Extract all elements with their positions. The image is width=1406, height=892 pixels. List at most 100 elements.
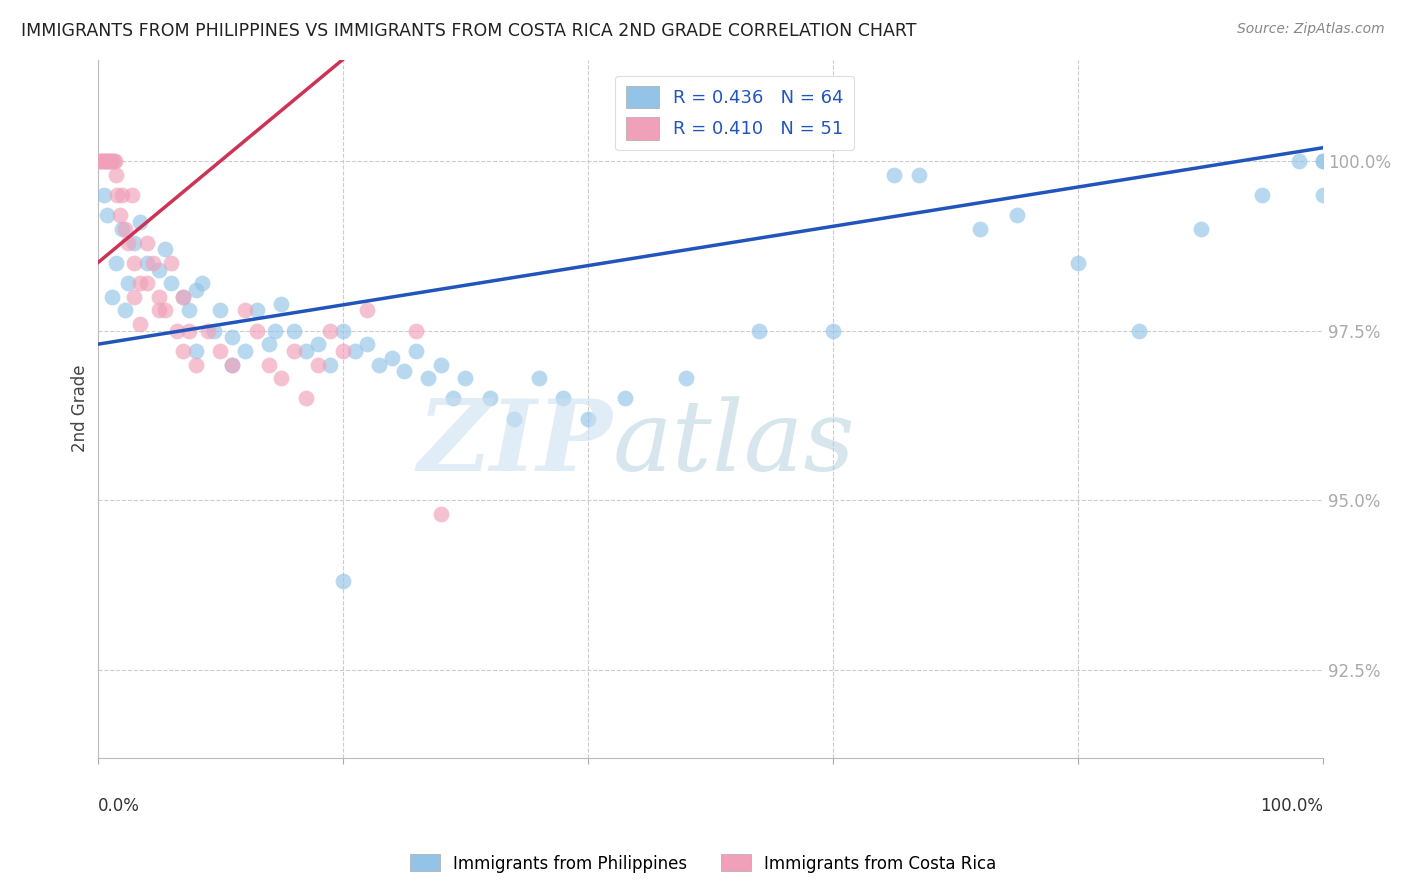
Point [172,344,194,359]
Point [1005,209,1028,223]
Point [429,507,451,521]
Point [295,344,318,359]
Point [197,324,219,338]
Point [392,364,415,378]
Point [381,351,404,365]
Point [1312,154,1334,169]
Point [1067,256,1090,270]
Point [142,256,165,270]
Y-axis label: 2nd Grade: 2nd Grade [72,365,89,452]
Point [613,392,636,406]
Point [91,154,114,169]
Point [418,371,440,385]
Point [283,344,305,359]
Point [153,243,176,257]
Point [221,330,243,344]
Point [503,412,526,426]
Point [190,277,212,291]
Point [135,235,157,250]
Point [179,324,201,338]
Point [96,154,118,169]
Point [94,154,117,169]
Point [221,358,243,372]
Point [166,324,188,338]
Point [332,574,354,589]
Point [332,324,354,338]
Point [96,209,118,223]
Point [93,188,115,202]
Text: 0.0%: 0.0% [97,797,139,814]
Point [111,222,134,236]
Point [1128,324,1150,338]
Point [129,215,152,229]
Point [98,154,121,169]
Point [89,154,111,169]
Point [221,358,243,372]
Point [1312,188,1334,202]
Point [124,290,146,304]
Point [233,344,256,359]
Point [883,168,905,182]
Point [90,154,112,169]
Point [114,303,136,318]
Point [1189,222,1212,236]
Point [108,209,131,223]
Point [93,154,115,169]
Point [1288,154,1310,169]
Point [257,337,280,351]
Legend: R = 0.436   N = 64, R = 0.410   N = 51: R = 0.436 N = 64, R = 0.410 N = 51 [616,76,855,151]
Point [257,358,280,372]
Point [233,303,256,318]
Point [184,344,207,359]
Point [114,222,136,236]
Point [454,371,477,385]
Point [209,303,232,318]
Point [553,392,575,406]
Point [104,256,127,270]
Point [527,371,550,385]
Point [101,154,124,169]
Point [172,290,194,304]
Point [405,344,427,359]
Legend: Immigrants from Philippines, Immigrants from Costa Rica: Immigrants from Philippines, Immigrants … [404,847,1002,880]
Point [160,256,183,270]
Point [111,188,134,202]
Point [121,188,143,202]
Point [129,317,152,331]
Point [307,337,329,351]
Point [356,303,378,318]
Point [97,154,120,169]
Point [356,337,378,351]
Point [172,290,194,304]
Point [264,324,287,338]
Point [124,235,146,250]
Point [148,303,170,318]
Point [821,324,844,338]
Point [246,324,269,338]
Point [117,277,139,291]
Point [105,188,128,202]
Point [270,296,292,310]
Point [184,283,207,297]
Point [135,277,157,291]
Point [319,358,342,372]
Point [270,371,292,385]
Point [209,344,232,359]
Point [675,371,697,385]
Point [907,168,929,182]
Point [368,358,391,372]
Point [160,277,183,291]
Point [283,324,305,338]
Point [135,256,157,270]
Text: 100.0%: 100.0% [1260,797,1323,814]
Point [101,290,124,304]
Point [103,154,125,169]
Point [202,324,225,338]
Point [246,303,269,318]
Point [307,358,329,372]
Text: ZIP: ZIP [418,395,612,491]
Point [94,154,117,169]
Point [1312,154,1334,169]
Point [343,344,366,359]
Point [104,154,127,169]
